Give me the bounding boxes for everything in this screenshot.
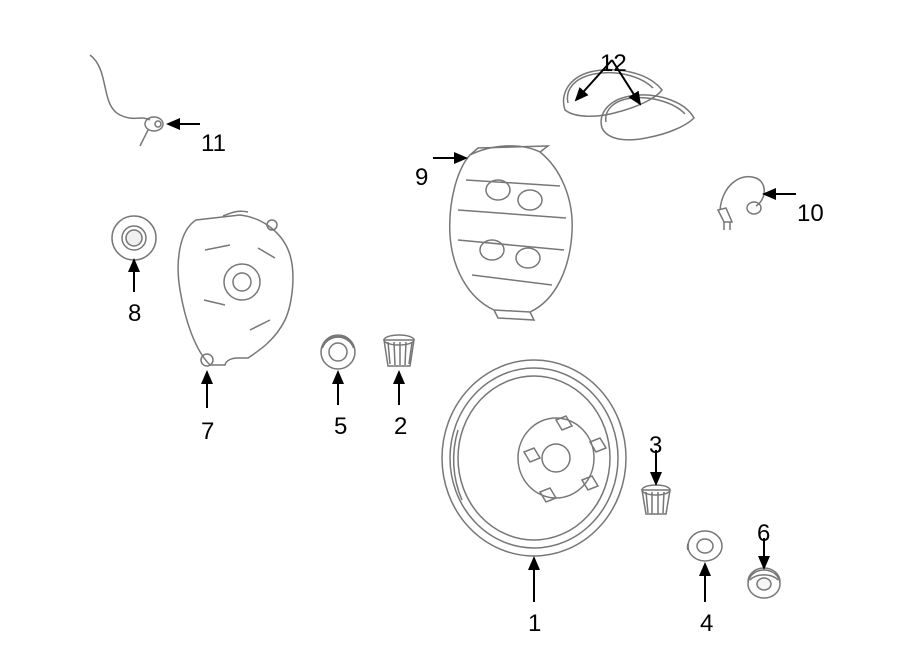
brake-hose bbox=[718, 177, 764, 230]
callout-label-10: 10 bbox=[797, 200, 824, 228]
inner-bearing-cone bbox=[384, 335, 414, 366]
callout-label-9: 9 bbox=[415, 164, 428, 192]
caliper bbox=[450, 146, 572, 320]
rotor-and-hub bbox=[442, 360, 626, 556]
inner-bearing-cup bbox=[321, 335, 355, 369]
callout-label-4: 4 bbox=[700, 610, 713, 638]
outer-bearing-cone bbox=[642, 485, 670, 514]
callout-label-3: 3 bbox=[649, 432, 662, 460]
callout-label-5: 5 bbox=[334, 413, 347, 441]
hub-cap bbox=[748, 568, 780, 598]
callout-label-6: 6 bbox=[757, 520, 770, 548]
callout-label-7: 7 bbox=[201, 418, 214, 446]
callout-label-2: 2 bbox=[394, 413, 407, 441]
washer bbox=[688, 531, 722, 561]
callout-label-12: 12 bbox=[600, 50, 627, 78]
callout-arrows bbox=[134, 60, 796, 602]
callout-label-8: 8 bbox=[128, 300, 141, 328]
grease-seal bbox=[112, 216, 156, 260]
parts-diagram-svg bbox=[0, 0, 900, 661]
callout-label-1: 1 bbox=[528, 610, 541, 638]
abs-speed-sensor bbox=[90, 55, 163, 146]
splash-shield-bracket bbox=[178, 211, 293, 366]
callout-label-11: 11 bbox=[201, 130, 226, 158]
parts-layer bbox=[90, 55, 780, 598]
brake-pads bbox=[564, 70, 694, 140]
